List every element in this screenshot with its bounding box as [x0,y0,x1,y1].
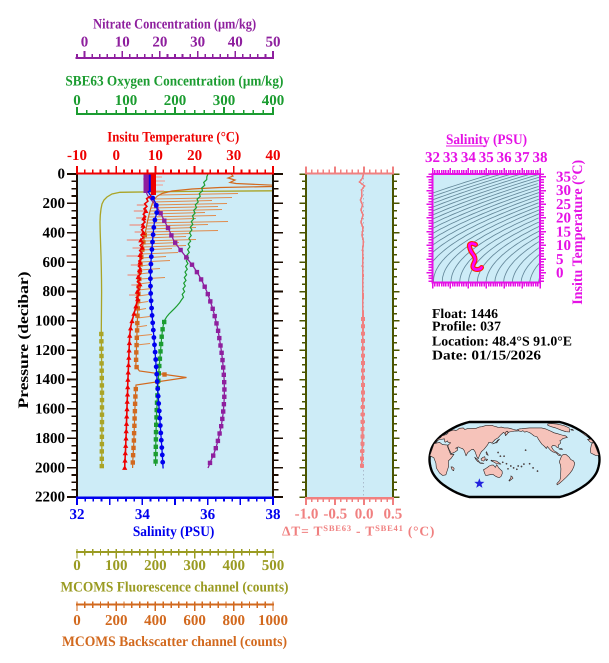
svg-text:1600: 1600 [35,402,65,418]
svg-text:Insitu Temperature (°C): Insitu Temperature (°C) [107,130,239,146]
svg-text:200: 200 [43,196,66,212]
svg-text:0: 0 [112,148,120,164]
svg-text:40: 40 [266,148,281,164]
svg-text:0: 0 [73,613,81,629]
svg-text:600: 600 [183,613,206,629]
svg-text:0: 0 [73,93,81,109]
svg-text:30: 30 [190,35,205,51]
svg-text:1800: 1800 [35,431,65,447]
svg-text:100: 100 [105,558,128,574]
svg-text:33: 33 [443,150,458,166]
svg-text:100: 100 [115,93,138,109]
svg-text:200: 200 [164,93,187,109]
svg-text:10: 10 [115,35,130,51]
svg-text:35: 35 [556,169,571,185]
svg-text:2000: 2000 [35,460,65,476]
svg-text:Pressure (decibar): Pressure (decibar) [16,271,32,408]
svg-text:0.5: 0.5 [384,507,403,523]
svg-text:50: 50 [266,35,281,51]
svg-text:Float: 1446: Float: 1446 [432,306,498,321]
svg-text:20: 20 [187,148,202,164]
svg-text:Insitu Temperature (°C): Insitu Temperature (°C) [570,160,586,305]
svg-text:5: 5 [556,252,564,268]
svg-text:20: 20 [556,211,571,227]
svg-text:2200: 2200 [35,490,65,506]
svg-text:32: 32 [70,507,85,523]
svg-text:0.0: 0.0 [355,507,374,523]
svg-text:25: 25 [556,197,571,213]
svg-text:36: 36 [497,150,513,166]
svg-text:Nitrate Concentration (μm/kg): Nitrate Concentration (μm/kg) [93,17,256,33]
svg-text:38: 38 [533,150,548,166]
svg-text:400: 400 [144,613,167,629]
svg-text:34: 34 [135,507,151,523]
svg-text:0: 0 [81,35,89,51]
svg-text:1000: 1000 [258,613,288,629]
svg-text:-10: -10 [67,148,87,164]
svg-text:1200: 1200 [35,343,65,359]
svg-text:600: 600 [43,255,66,271]
svg-text:MCOMS Backscatter channel (cou: MCOMS Backscatter channel (counts) [62,634,287,650]
svg-text:300: 300 [213,93,236,109]
svg-text:0: 0 [58,167,66,183]
svg-text:400: 400 [223,558,246,574]
svg-text:500: 500 [262,558,285,574]
svg-text:-0.5: -0.5 [323,507,347,523]
svg-text:400: 400 [43,225,66,241]
svg-text:ΔT= TSBE63 - TSBE41 (°C): ΔT= TSBE63 - TSBE41 (°C) [282,523,435,539]
svg-text:40: 40 [228,35,243,51]
svg-text:38: 38 [266,507,281,523]
svg-text:Date: 01/15/2026: Date: 01/15/2026 [432,348,541,363]
svg-text:Location: 48.4°S 91.0°E: Location: 48.4°S 91.0°E [432,334,572,349]
svg-text:30: 30 [226,148,241,164]
svg-text:0: 0 [556,266,564,282]
svg-text:36: 36 [200,507,216,523]
svg-text:1000: 1000 [35,314,65,330]
svg-text:SBE63 Oxygen Concentration (μm: SBE63 Oxygen Concentration (μm/kg) [65,74,283,90]
svg-text:34: 34 [461,150,477,166]
svg-text:10: 10 [556,238,571,254]
svg-text:32: 32 [425,150,440,166]
svg-text:400: 400 [262,93,285,109]
svg-text:200: 200 [105,613,128,629]
svg-text:15: 15 [556,224,571,240]
svg-text:800: 800 [223,613,246,629]
svg-text:1400: 1400 [35,372,65,388]
svg-text:30: 30 [556,183,571,199]
svg-text:-1.0: -1.0 [295,507,319,523]
svg-text:35: 35 [479,150,494,166]
svg-text:Salinity (PSU): Salinity (PSU) [446,132,527,148]
svg-text:20: 20 [152,35,167,51]
svg-text:10: 10 [148,148,163,164]
svg-text:800: 800 [43,284,66,300]
svg-text:300: 300 [183,558,206,574]
svg-text:MCOMS Fluorescence channel (co: MCOMS Fluorescence channel (counts) [61,580,289,596]
svg-text:Profile: 037: Profile: 037 [432,319,501,334]
svg-text:0: 0 [73,558,81,574]
svg-text:37: 37 [515,150,531,166]
svg-text:Salinity (PSU): Salinity (PSU) [133,524,215,540]
svg-text:200: 200 [144,558,167,574]
